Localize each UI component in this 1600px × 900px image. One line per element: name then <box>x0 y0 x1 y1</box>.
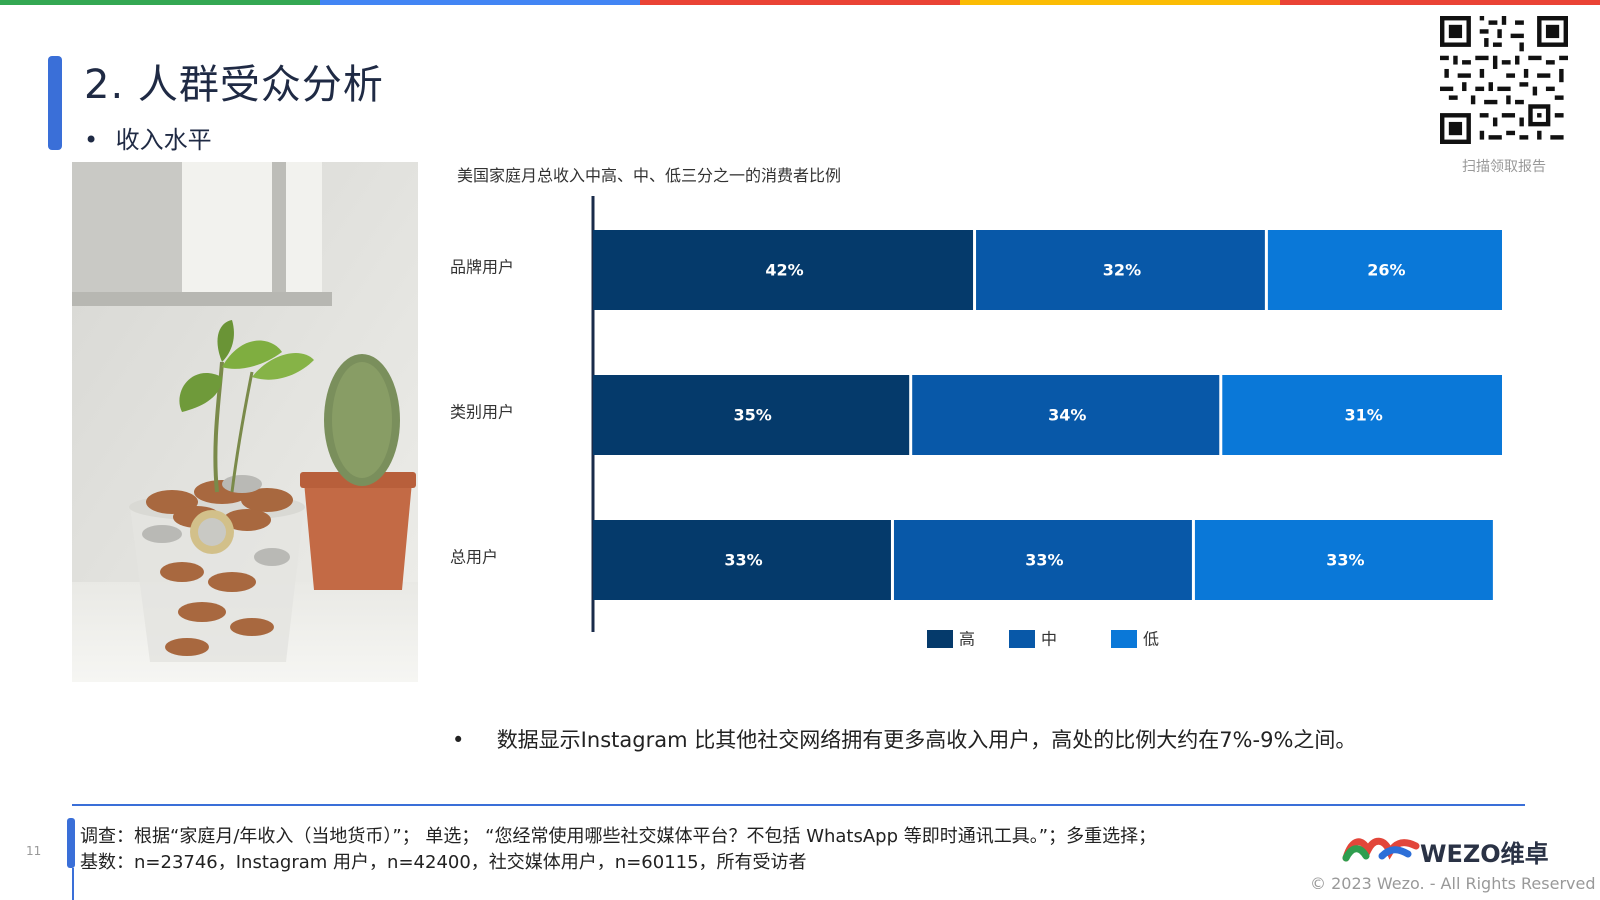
bar-segment <box>976 230 1265 310</box>
wezo-logo-icon <box>1342 837 1420 862</box>
bar-segment <box>1222 375 1502 455</box>
category-label: 类别用户 <box>450 403 514 422</box>
qr-code-icon[interactable] <box>1440 16 1568 144</box>
top-bar-segment <box>1280 0 1600 5</box>
page-number: 11 <box>26 844 42 858</box>
insight-text: 数据显示Instagram 比其他社交网络拥有更多高收入用户，高处的比例大约在7… <box>496 728 1357 752</box>
subtitle-bullet: • <box>84 126 99 154</box>
subtitle-text: 收入水平 <box>115 126 212 154</box>
bar-segment <box>593 520 891 600</box>
legend-swatch <box>927 630 953 648</box>
top-color-bar <box>0 0 1600 5</box>
qr-caption: 扫描领取报告 <box>1462 159 1546 175</box>
data-label: 32% <box>1103 261 1141 280</box>
category-label: 总用户 <box>450 548 498 567</box>
bar-segment <box>593 230 974 310</box>
data-label: 31% <box>1344 406 1382 425</box>
plant-coins-photo <box>72 162 418 682</box>
stacked-bar-chart: 品牌用户 42% 32% 26% 类别用户 35% 34% 31% 总用户 33% 33% 33% 高 中… <box>450 196 1502 649</box>
category-label: 品牌用户 <box>450 258 514 277</box>
legend-label: 高 <box>959 630 975 649</box>
survey-note: 调查：根据“家庭月/年收入（当地货币）”； 单选； “您经常使用哪些社交媒体平台… <box>80 826 1157 847</box>
footer-divider <box>72 804 1525 806</box>
page-subtitle: • 收入水平 <box>84 120 212 155</box>
top-bar-segment <box>960 0 1280 5</box>
bar-segment <box>1267 230 1502 310</box>
data-label: 33% <box>1025 551 1063 570</box>
data-label: 33% <box>1326 551 1364 570</box>
legend-label: 中 <box>1041 630 1057 649</box>
top-bar-segment <box>320 0 640 5</box>
footer-accent-line <box>72 868 74 900</box>
base-note: 基数：n=23746，Instagram 用户，n=42400，社交媒体用户，n… <box>80 852 807 873</box>
footer-accent-bar <box>67 818 75 868</box>
bar-segment <box>912 375 1220 455</box>
data-label: 35% <box>733 406 771 425</box>
copyright: © 2023 Wezo. - All Rights Reserved <box>1310 874 1596 893</box>
logo-text: WEZO维卓 <box>1420 840 1549 868</box>
bar-segment <box>1194 520 1493 600</box>
insight-bullet: • 数据显示Instagram 比其他社交网络拥有更多高收入用户，高处的比例大约… <box>452 724 1356 754</box>
title-accent-bar <box>48 56 62 150</box>
legend-swatch <box>1009 630 1035 648</box>
data-label: 34% <box>1048 406 1086 425</box>
legend-label: 低 <box>1143 630 1159 649</box>
chart-title: 美国家庭月总收入中高、中、低三分之一的消费者比例 <box>457 166 842 185</box>
footer-notes: 调查：根据“家庭月/年收入（当地货币）”； 单选； “您经常使用哪些社交媒体平台… <box>80 824 1156 876</box>
legend-swatch <box>1111 630 1137 648</box>
page-title: 2. 人群受众分析 <box>84 62 384 108</box>
data-label: 33% <box>724 551 762 570</box>
bar-segment <box>593 375 910 455</box>
data-label: 42% <box>765 261 803 280</box>
top-bar-segment <box>640 0 960 5</box>
bullet-dot: • <box>452 728 465 752</box>
data-label: 26% <box>1367 261 1405 280</box>
bar-segment <box>893 520 1192 600</box>
top-bar-segment <box>0 0 320 5</box>
